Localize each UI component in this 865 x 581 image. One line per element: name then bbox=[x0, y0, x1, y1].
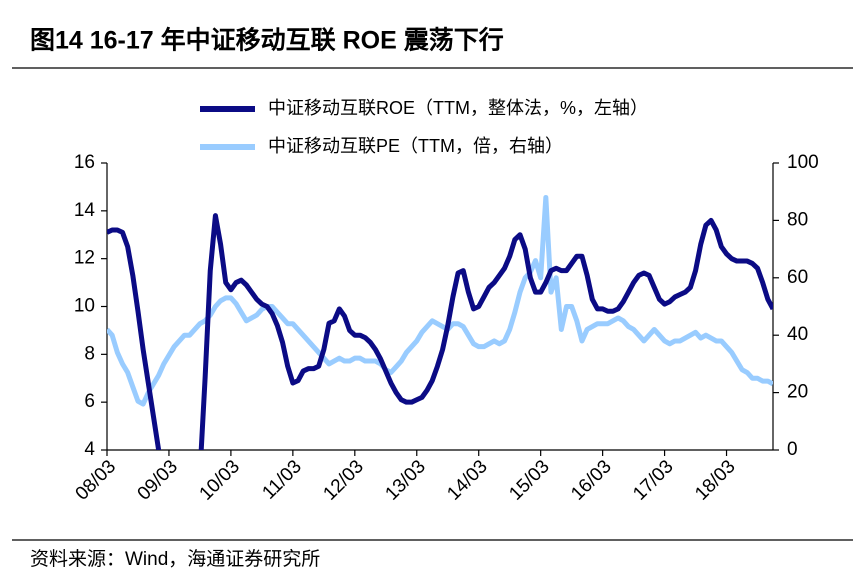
x-tick-label: 17/03 bbox=[629, 456, 677, 504]
x-tick-label: 14/03 bbox=[443, 456, 491, 504]
y2-tick-label: 60 bbox=[787, 267, 808, 288]
y-tick-label: 14 bbox=[74, 200, 96, 221]
x-tick-label: 12/03 bbox=[319, 456, 367, 504]
x-tick-label: 09/03 bbox=[134, 456, 182, 504]
x-tick-label: 15/03 bbox=[505, 456, 553, 504]
y2-tick-label: 20 bbox=[787, 382, 808, 403]
x-tick-label: 11/03 bbox=[258, 456, 305, 503]
y2-tick-label: 0 bbox=[787, 439, 798, 460]
x-tick-label: 08/03 bbox=[72, 456, 120, 504]
y2-tick-label: 100 bbox=[787, 152, 819, 173]
y2-tick-label: 40 bbox=[787, 324, 808, 345]
y-tick-label: 12 bbox=[74, 248, 95, 269]
series-line bbox=[107, 213, 773, 450]
x-tick-label: 18/03 bbox=[691, 456, 739, 504]
y-tick-label: 6 bbox=[84, 391, 95, 412]
x-tick-label: 13/03 bbox=[381, 456, 429, 504]
legend-label: 中证移动互联ROE（TTM，整体法，%，左轴） bbox=[268, 98, 648, 118]
x-tick-label: 10/03 bbox=[196, 456, 244, 504]
y-tick-label: 4 bbox=[84, 439, 95, 460]
y2-tick-label: 80 bbox=[787, 209, 808, 230]
x-tick-label: 16/03 bbox=[567, 456, 615, 504]
legend-label: 中证移动互联PE（TTM，倍，右轴） bbox=[268, 136, 563, 156]
y-tick-label: 16 bbox=[74, 152, 95, 173]
y-tick-label: 10 bbox=[74, 296, 95, 317]
y-tick-label: 8 bbox=[84, 343, 95, 364]
source: 资料来源：Wind，海通证券研究所 bbox=[30, 548, 320, 570]
chart-title: 图14 16-17 年中证移动互联 ROE 震荡下行 bbox=[30, 26, 504, 55]
series-line bbox=[107, 194, 773, 407]
